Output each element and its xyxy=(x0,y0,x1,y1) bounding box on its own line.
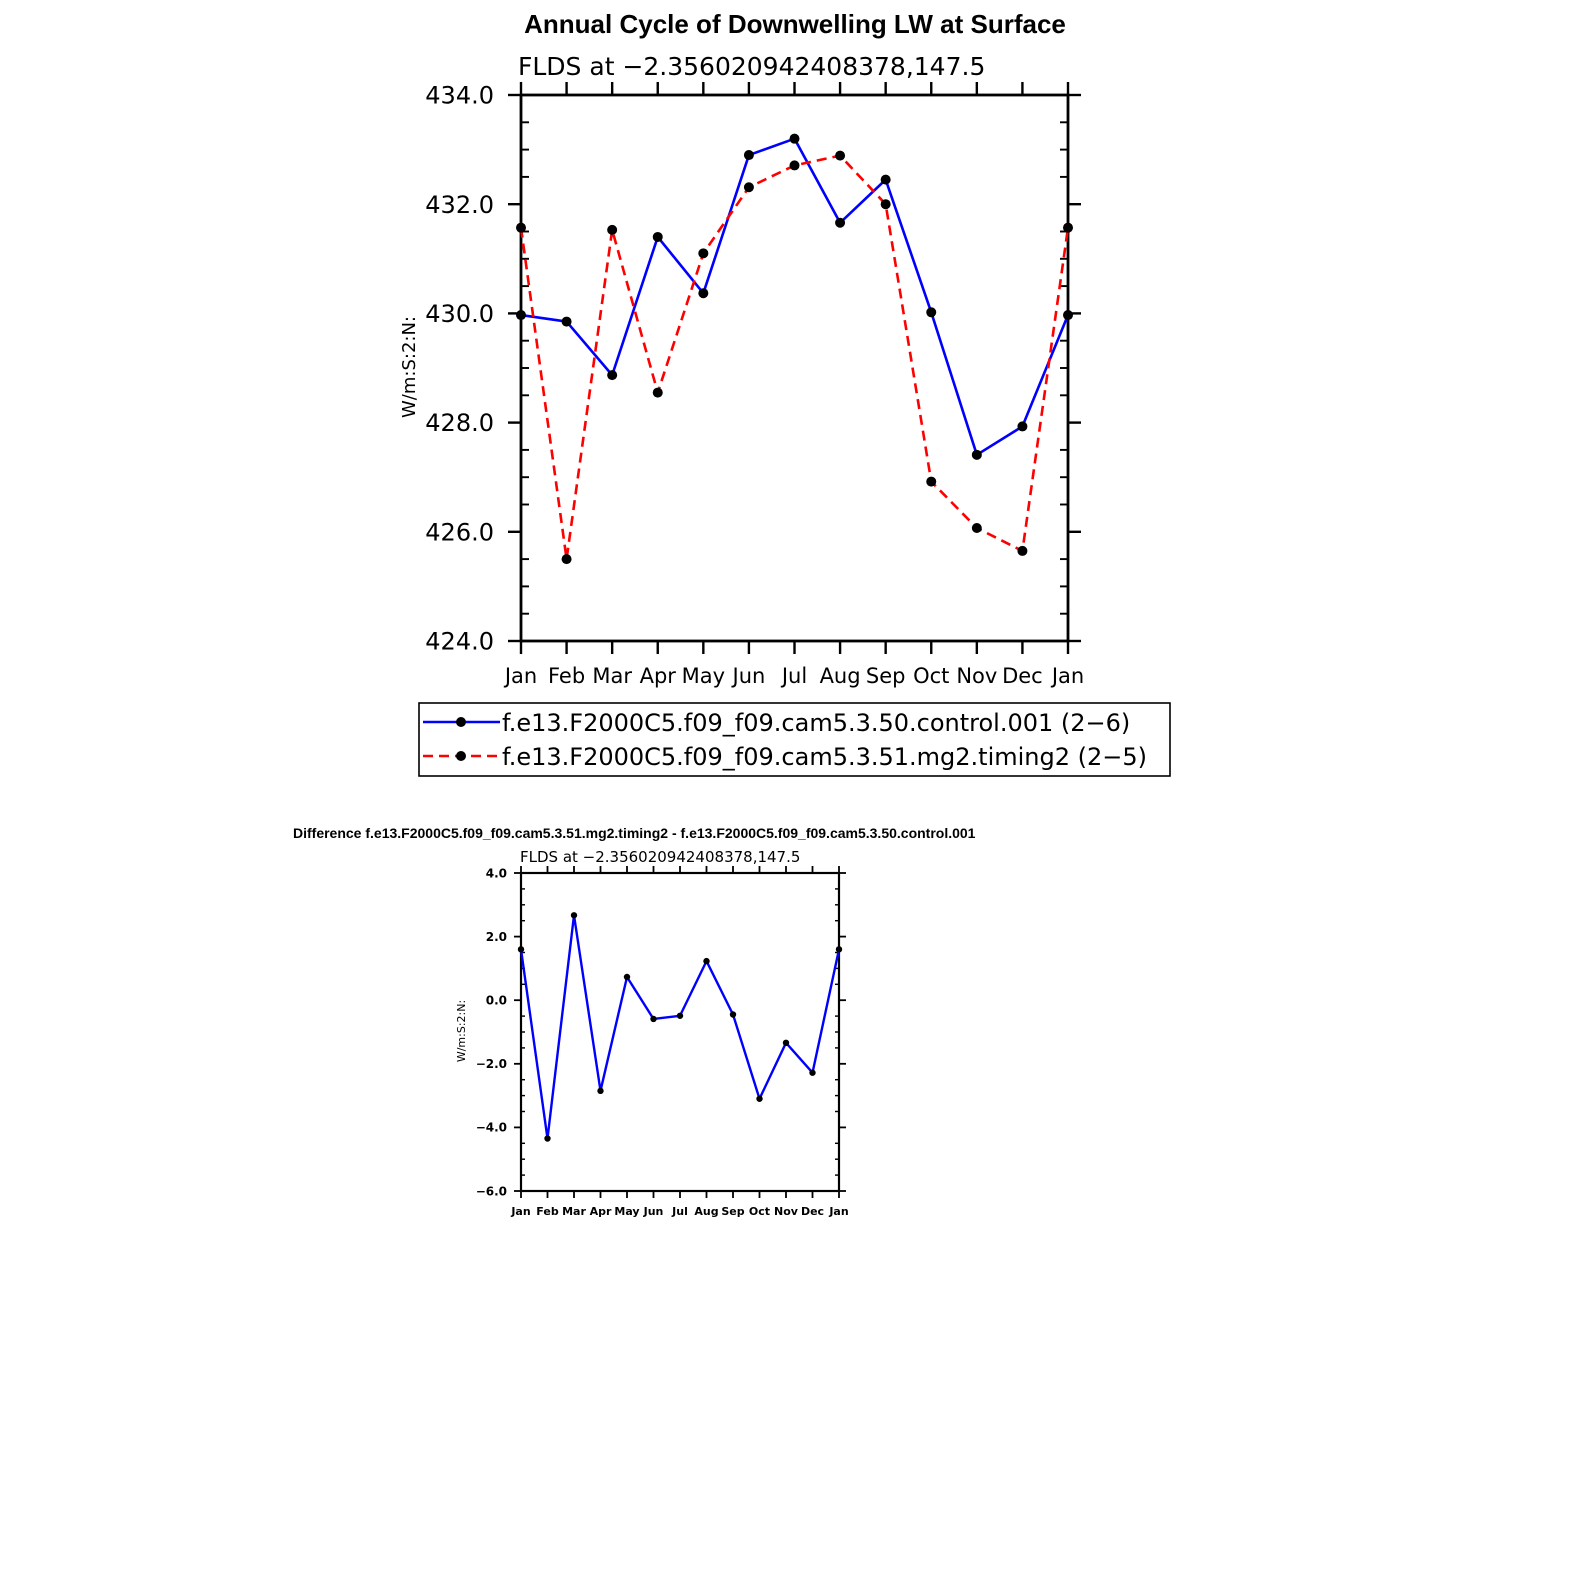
series-0-point xyxy=(570,912,578,919)
x-tick-label: Feb xyxy=(548,664,585,688)
y-axis-label: W/m:S:2:N: xyxy=(399,316,420,418)
legend-marker-control xyxy=(456,717,466,727)
x-tick-label: Apr xyxy=(590,1205,612,1218)
difference-series-layer xyxy=(517,912,843,1142)
x-tick-label: Nov xyxy=(956,664,997,688)
x-tick-label: Aug xyxy=(820,664,861,688)
series-0-point xyxy=(729,1011,737,1018)
series-1-point xyxy=(789,160,800,171)
x-tick-label: Jun xyxy=(643,1205,664,1218)
series-0-point xyxy=(652,231,663,242)
series-0-point xyxy=(703,957,710,965)
y-tick-label: 0.0 xyxy=(486,994,507,1008)
x-tick-label: Sep xyxy=(866,664,906,688)
x-tick-label: Nov xyxy=(774,1205,799,1218)
x-tick-label: Oct xyxy=(749,1205,770,1218)
y-tick-label: −6.0 xyxy=(476,1184,507,1198)
y-tick-label: 4.0 xyxy=(486,866,507,880)
x-tick-label: May xyxy=(614,1205,639,1218)
series-1-point xyxy=(880,199,891,210)
series-0-point xyxy=(516,310,526,321)
x-tick-label: Apr xyxy=(640,664,677,688)
x-tick-label: Sep xyxy=(721,1205,744,1218)
x-tick-label: Dec xyxy=(1002,664,1043,688)
series-layer xyxy=(516,133,1073,565)
series-0-point xyxy=(544,1135,551,1142)
legend-label-timing2: f.e13.F2000C5.f09_f09.cam5.3.51.mg2.timi… xyxy=(502,743,1147,771)
difference-y-axis-label: W/m:S:2:N: xyxy=(455,1000,468,1062)
series-0-point xyxy=(971,449,982,460)
x-tick-label: Jun xyxy=(731,664,766,688)
difference-plot-frame: Jan Feb Mar Apr May Jun Jul Aug Sep Oct Nov Dec Jan−… xyxy=(476,866,849,1218)
y-tick-label: 434.0 xyxy=(425,82,494,110)
series-0-point xyxy=(756,1095,763,1102)
series-0-point xyxy=(880,174,891,185)
x-tick-label: Jan xyxy=(1050,664,1084,688)
series-0-point xyxy=(1017,421,1028,432)
series-1-point xyxy=(516,222,526,233)
y-tick-label: 430.0 xyxy=(425,300,494,328)
series-0-point xyxy=(835,946,843,953)
plot-frame: Jan Feb Mar Apr May Jun Jul Aug Sep Oct Nov Dec Jan 4… xyxy=(425,82,1084,688)
chart-title: Annual Cycle of Downwelling LW at Surfac… xyxy=(524,9,1066,39)
series-0-point xyxy=(698,288,709,299)
y-tick-label: 2.0 xyxy=(486,930,507,944)
y-tick-label: 428.0 xyxy=(425,409,494,437)
difference-panel: Difference f.e13.F2000C5.f09_f09.cam5.3.… xyxy=(293,825,976,1218)
y-tick-label: 432.0 xyxy=(425,191,494,219)
y-tick-label: 426.0 xyxy=(425,518,494,546)
series-0-point xyxy=(743,150,754,161)
chart-subtitle: FLDS at −2.356020942408378,147.5 xyxy=(518,52,985,81)
legend-box xyxy=(418,702,1171,777)
series-0-point xyxy=(623,973,631,981)
series-0-point xyxy=(517,946,525,953)
series-1-point xyxy=(971,522,982,533)
series-1-point xyxy=(652,387,663,398)
y-tick-label: −4.0 xyxy=(476,1121,507,1135)
series-0-point xyxy=(789,133,800,144)
x-tick-label: Feb xyxy=(536,1205,559,1218)
x-tick-label: Oct xyxy=(913,664,949,688)
x-tick-label: Aug xyxy=(694,1205,718,1218)
series-1-point xyxy=(698,248,709,259)
series-0-point xyxy=(835,217,846,228)
x-tick-label: Jan xyxy=(503,664,537,688)
series-1-point xyxy=(743,182,754,193)
annual-cycle-panel: Annual Cycle of Downwelling LW at Surfac… xyxy=(399,9,1171,777)
series-1-point xyxy=(1063,222,1073,233)
series-0-point xyxy=(607,370,618,381)
legend-label-control: f.e13.F2000C5.f09_f09.cam5.3.50.control.… xyxy=(502,709,1130,737)
series-0-point xyxy=(926,307,937,318)
legend-marker-timing2 xyxy=(456,751,466,761)
x-tick-label: Mar xyxy=(562,1205,586,1218)
x-tick-label: May xyxy=(682,664,725,688)
y-tick-label: 424.0 xyxy=(425,628,494,656)
x-tick-label: Mar xyxy=(592,664,632,688)
legend-item-control: f.e13.F2000C5.f09_f09.cam5.3.50.control.… xyxy=(423,709,1130,737)
series-1-point xyxy=(1017,545,1028,556)
legend-item-timing2: f.e13.F2000C5.f09_f09.cam5.3.51.mg2.timi… xyxy=(423,743,1147,771)
series-1-point xyxy=(835,150,846,161)
x-tick-label: Jul xyxy=(671,1205,688,1218)
series-0-point xyxy=(676,1012,684,1019)
series-1-point xyxy=(926,476,937,487)
series-0-point xyxy=(809,1069,816,1076)
x-tick-label: Jul xyxy=(780,664,807,688)
difference-subtitle: FLDS at −2.356020942408378,147.5 xyxy=(520,848,800,866)
x-tick-label: Jan xyxy=(510,1205,530,1218)
y-tick-label: −2.0 xyxy=(476,1057,507,1071)
x-tick-label: Dec xyxy=(801,1205,824,1218)
series-1-point xyxy=(607,224,618,235)
series-0-point xyxy=(597,1087,604,1095)
series-0-point xyxy=(1063,310,1073,321)
series-0-point xyxy=(650,1015,657,1023)
x-tick-label: Jan xyxy=(828,1205,848,1218)
series-0-point xyxy=(782,1039,790,1047)
series-1-point xyxy=(561,554,572,565)
series-0-point xyxy=(561,316,572,327)
difference-title: Difference f.e13.F2000C5.f09_f09.cam5.3.… xyxy=(293,825,976,841)
